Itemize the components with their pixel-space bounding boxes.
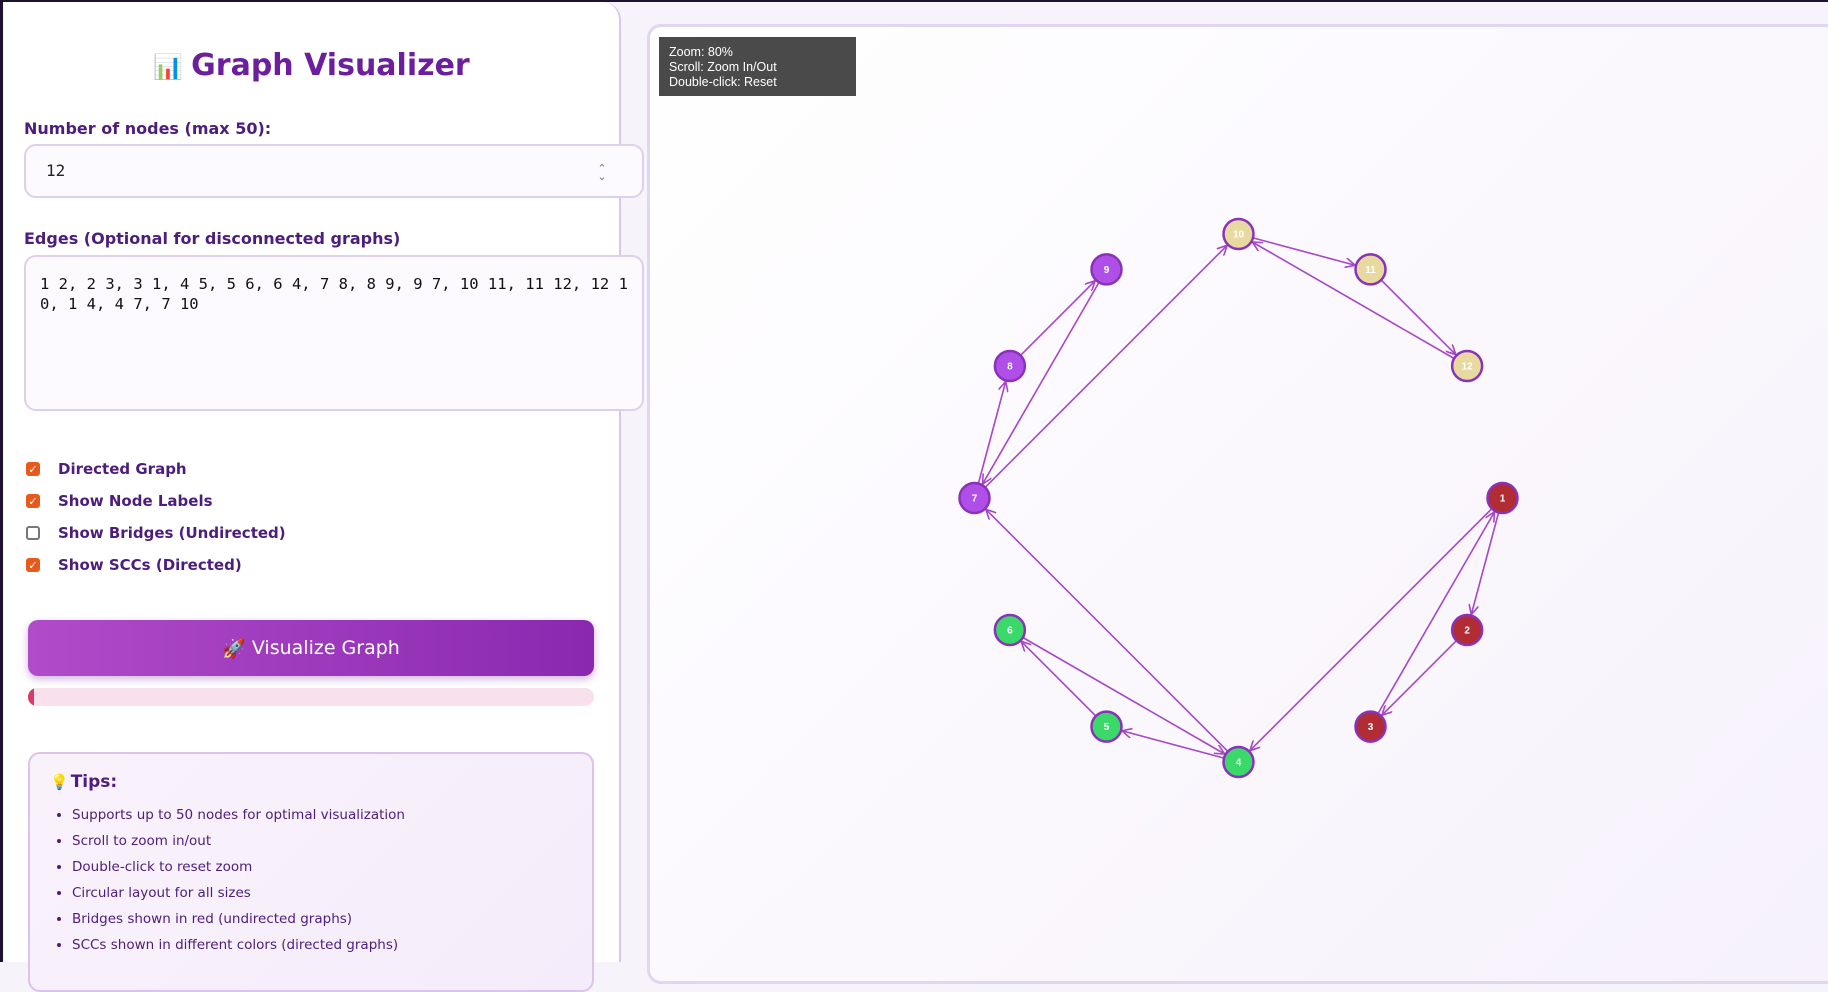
graph-node-label: 2 — [1464, 626, 1470, 637]
graph-node-circle[interactable] — [1090, 710, 1123, 743]
progress-bar — [28, 688, 594, 706]
zoom-reset-hint: Double-click: Reset — [669, 75, 777, 89]
graph-node-label: 11 — [1365, 265, 1376, 276]
graph-node-circle[interactable] — [1450, 349, 1484, 383]
graph-node[interactable]: 2 — [1450, 613, 1484, 647]
graph-node-label: 9 — [1104, 265, 1110, 276]
option-show-sccs[interactable]: ✓ Show SCCs (Directed) — [26, 555, 242, 575]
tips-panel: 💡Tips: Supports up to 50 nodes for optim… — [28, 752, 594, 992]
graph-node-label: 3 — [1368, 722, 1374, 733]
graph-edge — [1253, 243, 1455, 360]
visualize-button-label: Visualize Graph — [251, 637, 400, 659]
directed-graph-checkbox[interactable]: ✓ — [26, 462, 40, 476]
page-title-text: Graph Visualizer — [191, 48, 470, 83]
tip-item: Supports up to 50 nodes for optimal visu… — [72, 802, 592, 828]
graph-node[interactable]: 1 — [1486, 481, 1519, 515]
visualize-graph-button[interactable]: 🚀 Visualize Graph — [28, 620, 594, 676]
chart-icon: 📊 — [153, 53, 184, 81]
graph-edge — [1019, 281, 1094, 356]
edge-layer — [977, 237, 1500, 759]
graph-node[interactable]: 4 — [1222, 745, 1255, 779]
graph-edge — [1377, 513, 1494, 715]
graph-node[interactable]: 6 — [993, 613, 1027, 647]
graph-node-label: 4 — [1236, 758, 1242, 769]
graph-edge — [1472, 512, 1500, 613]
lightbulb-icon: 💡 — [50, 773, 69, 791]
tips-title-text: Tips: — [70, 772, 118, 792]
graph-node[interactable]: 3 — [1354, 710, 1387, 743]
tip-item: Double-click to reset zoom — [72, 854, 592, 880]
progress-bar-fill — [28, 688, 34, 706]
graph-node-circle[interactable] — [993, 349, 1027, 383]
graph-node-circle[interactable] — [993, 613, 1027, 647]
option-show-bridges[interactable]: Show Bridges (Undirected) — [26, 523, 286, 543]
zoom-scroll-hint: Scroll: Zoom In/Out — [669, 60, 777, 74]
graph-edge — [1022, 636, 1224, 754]
show-bridges-label: Show Bridges (Undirected) — [58, 524, 286, 542]
tip-item: Bridges shown in red (undirected graphs) — [72, 906, 592, 932]
edges-textarea[interactable]: 1 2, 2 3, 3 1, 4 5, 5 6, 6 4, 7 8, 8 9, … — [24, 255, 644, 411]
graph-node[interactable]: 11 — [1354, 253, 1387, 286]
graph-node[interactable]: 10 — [1222, 217, 1255, 251]
tips-list: Supports up to 50 nodes for optimal visu… — [50, 802, 592, 958]
directed-graph-label: Directed Graph — [58, 460, 187, 478]
graph-edge — [983, 281, 1100, 483]
edges-label: Edges (Optional for disconnected graphs) — [24, 229, 401, 248]
option-directed-graph[interactable]: ✓ Directed Graph — [26, 459, 187, 479]
graph-node-label: 1 — [1500, 494, 1506, 505]
option-show-node-labels[interactable]: ✓ Show Node Labels — [26, 491, 213, 511]
graph-edge — [984, 246, 1226, 488]
graph-edge — [1383, 640, 1458, 715]
graph-node-label: 7 — [972, 494, 978, 505]
tip-item: SCCs shown in different colors (directed… — [72, 932, 592, 958]
graph-node-circle[interactable] — [1450, 613, 1484, 647]
graph-edge — [1252, 237, 1354, 265]
graph-node[interactable]: 5 — [1090, 710, 1123, 743]
graph-edge — [1380, 279, 1455, 354]
graph-node-circle[interactable] — [1354, 710, 1387, 743]
graph-node-label: 12 — [1462, 362, 1474, 373]
graph-node-label: 5 — [1104, 722, 1110, 733]
show-sccs-checkbox[interactable]: ✓ — [26, 558, 40, 572]
graph-node-circle[interactable] — [1222, 745, 1255, 779]
nodes-stepper-icon[interactable]: ⌃ ⌄ — [597, 162, 607, 183]
graph-canvas[interactable] — [647, 24, 1828, 984]
show-sccs-label: Show SCCs (Directed) — [58, 556, 242, 574]
page-title: 📊 Graph Visualizer — [4, 48, 619, 83]
zoom-level-text: Zoom: 80% — [669, 45, 733, 59]
graph-node[interactable]: 9 — [1090, 253, 1123, 286]
graph-node-circle[interactable] — [1222, 217, 1255, 251]
graph-edge — [1251, 508, 1493, 750]
graph-node-label: 10 — [1233, 230, 1245, 241]
graph-node-circle[interactable] — [1486, 481, 1519, 515]
nodes-label: Number of nodes (max 50): — [24, 119, 272, 138]
graph-node[interactable]: 7 — [958, 481, 991, 515]
graph-node-label: 6 — [1007, 626, 1013, 637]
tip-item: Scroll to zoom in/out — [72, 828, 592, 854]
graph-node-circle[interactable] — [1354, 253, 1387, 286]
window-left-border — [0, 0, 3, 962]
graph-edge — [1022, 642, 1097, 717]
window-top-border — [0, 0, 1828, 2]
graph-node[interactable]: 12 — [1450, 349, 1484, 383]
rocket-icon: 🚀 — [222, 637, 246, 660]
show-node-labels-checkbox[interactable]: ✓ — [26, 494, 40, 508]
graph-node-label: 8 — [1007, 362, 1013, 373]
graph-edge — [1123, 731, 1225, 759]
graph-node-circle[interactable] — [1090, 253, 1123, 286]
graph-node[interactable]: 8 — [993, 349, 1027, 383]
graph-node-circle[interactable] — [958, 481, 991, 515]
graph-edge — [977, 382, 1005, 484]
tip-item: Circular layout for all sizes — [72, 880, 592, 906]
show-node-labels-label: Show Node Labels — [58, 492, 213, 510]
graph-edge — [987, 510, 1229, 752]
nodes-count-input[interactable]: 12 — [24, 144, 644, 198]
show-bridges-checkbox[interactable] — [26, 526, 40, 540]
tips-title: 💡 Tips: — [50, 772, 592, 792]
zoom-info-overlay: Zoom: 80% Scroll: Zoom In/Out Double-cli… — [659, 37, 856, 96]
